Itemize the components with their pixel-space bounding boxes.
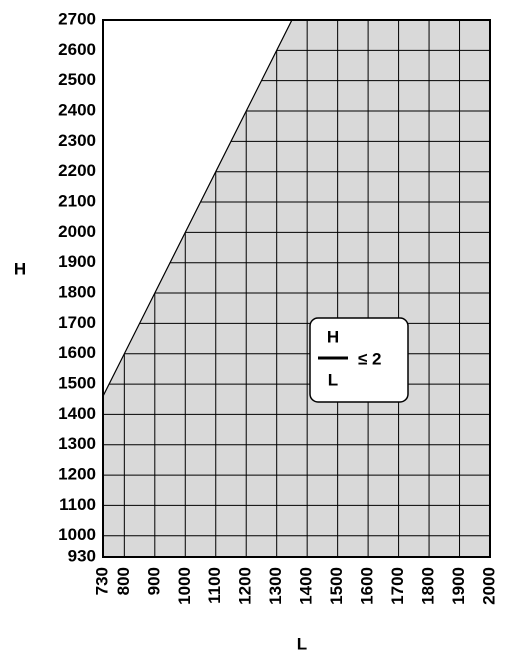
x-tick-label: 800 [114,567,133,595]
x-tick-label: 1200 [236,567,255,605]
y-tick-label: 1900 [58,252,96,271]
x-tick-label: 1700 [388,567,407,605]
x-tick-label: 730 [92,567,111,595]
y-tick-label: 2600 [58,40,96,59]
x-tick-label: 1800 [419,567,438,605]
annotation-relation: ≤ 2 [358,349,382,368]
annotation-box [309,317,409,403]
annotation-denominator: L [328,370,338,389]
x-axis-label: L [297,634,307,653]
y-tick-label: 2300 [58,131,96,150]
y-tick-label: 1400 [58,404,96,423]
x-tick-label: 900 [144,567,163,595]
y-tick-label: 1800 [58,283,96,302]
x-tick-label: 1100 [205,567,224,604]
y-tick-label: 1200 [58,465,96,484]
y-tick-label: 2700 [58,9,96,28]
area-fill [103,20,490,557]
plot-border [102,19,491,558]
y-tick-label: 1000 [58,525,96,544]
y-tick-label: 1700 [58,313,96,332]
y-tick-label: 2200 [58,161,96,180]
x-tick-label: 1300 [266,567,285,605]
y-tick-label: 2100 [58,192,96,211]
y-tick-label: 1300 [58,434,96,453]
x-tick-label: 1500 [327,567,346,605]
y-tick-label: 2000 [58,222,96,241]
y-tick-label: 1100 [59,495,96,514]
y-tick-label: 1600 [58,343,96,362]
y-tick-label: 1500 [58,374,96,393]
x-tick-label: 1000 [175,567,194,605]
y-tick-label: 2400 [58,101,96,120]
x-tick-label: 2000 [479,567,498,605]
annotation-numerator: H [327,327,339,346]
y-tick-label: 930 [68,546,96,565]
x-tick-label: 1600 [358,567,377,605]
annotation: H L ≤ 2 [309,317,409,403]
y-axis-label: H [14,259,26,278]
unshaded-region [103,20,490,397]
x-tick-label: 1900 [449,567,468,605]
y-tick-label: 2500 [58,70,96,89]
x-tick-label: 1400 [297,567,316,605]
